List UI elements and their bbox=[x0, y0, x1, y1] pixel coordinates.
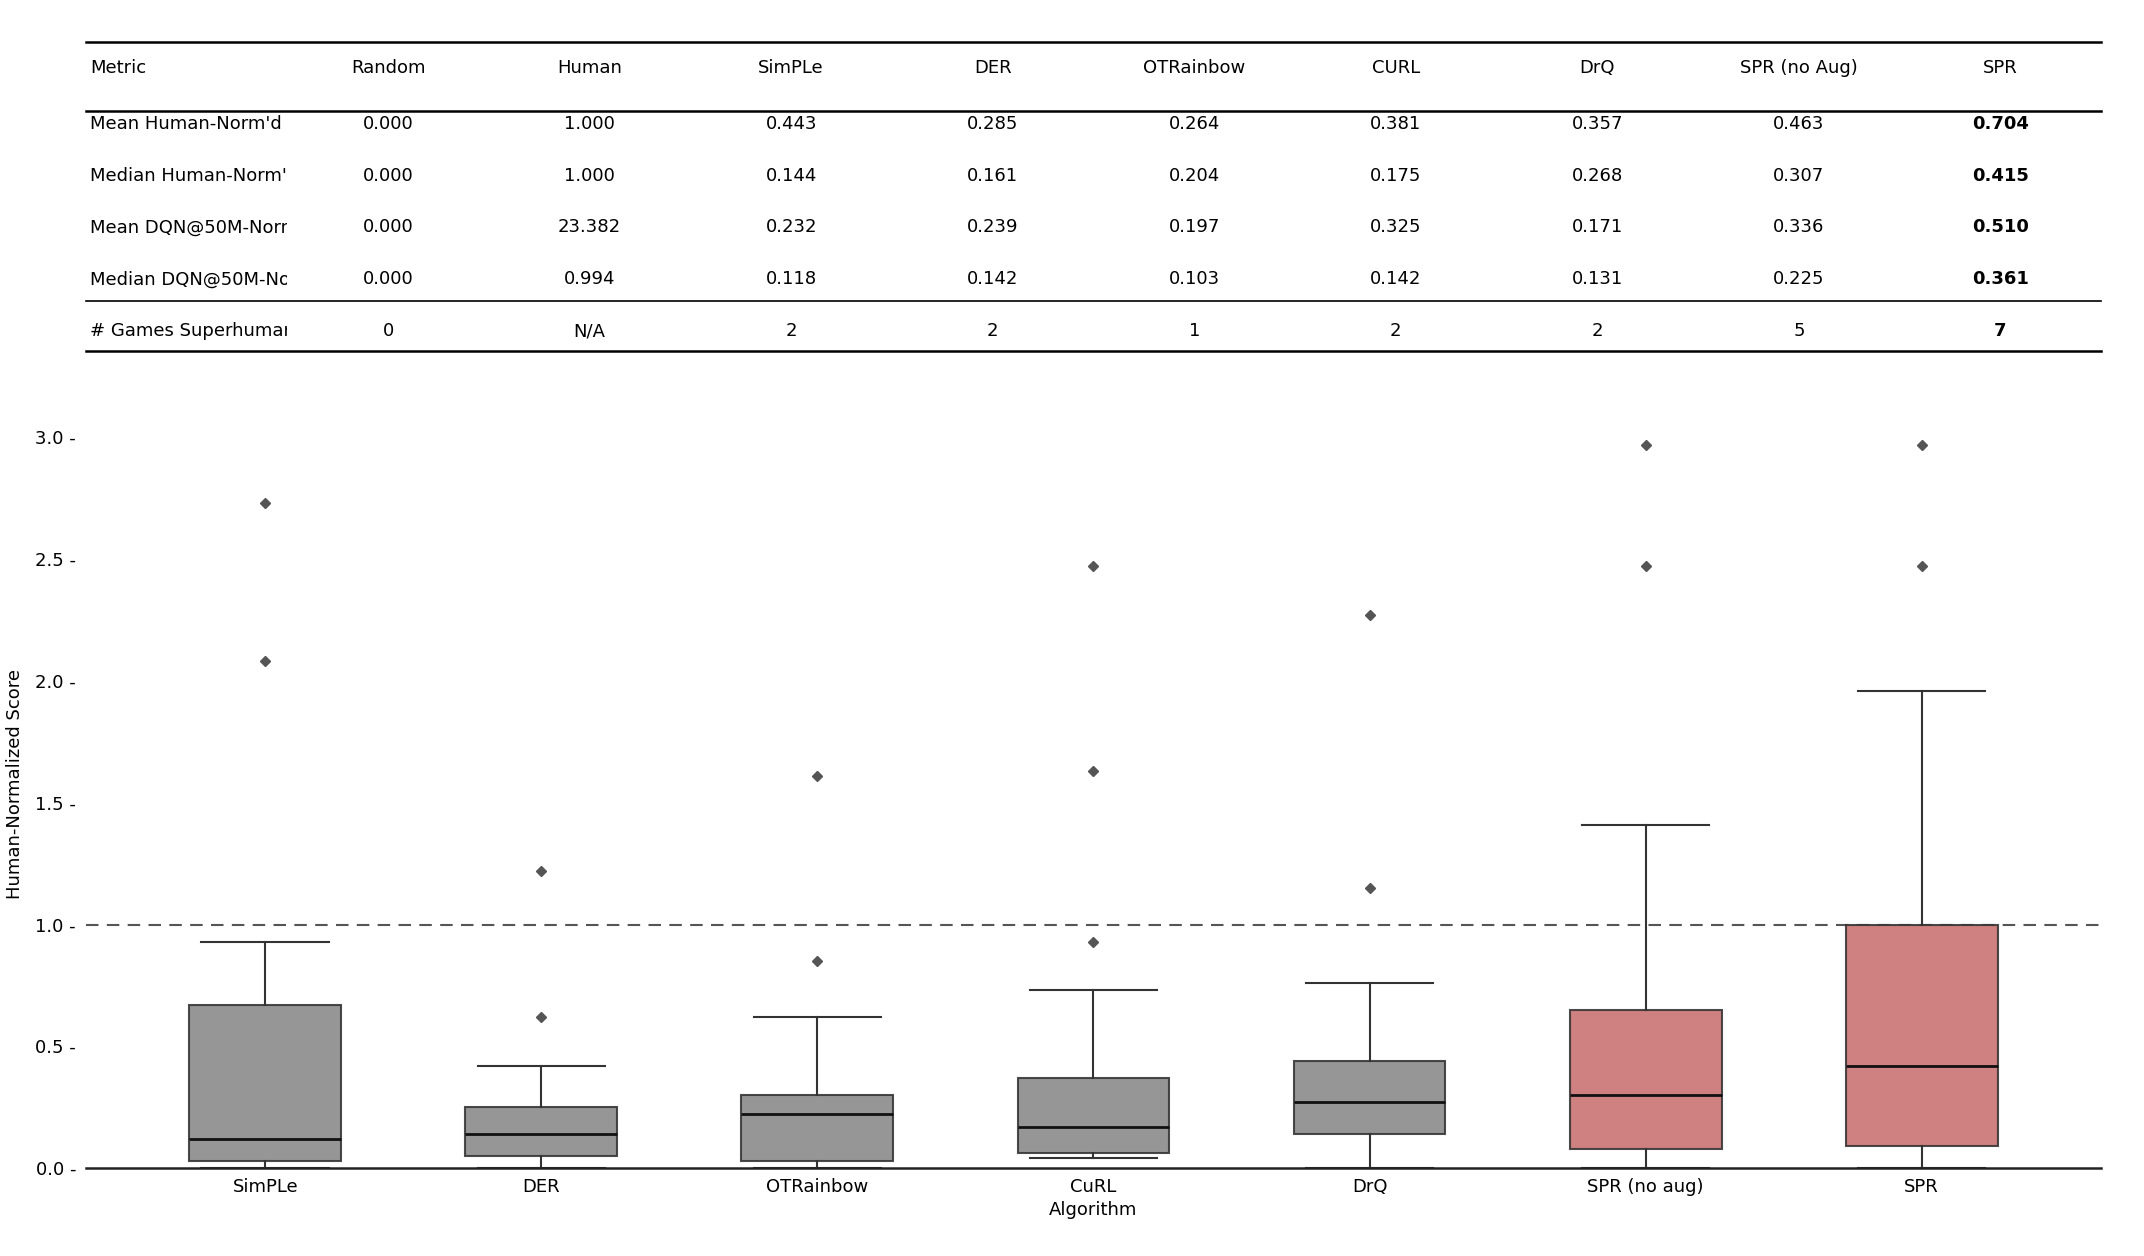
X-axis label: Algorithm: Algorithm bbox=[1048, 1201, 1138, 1220]
Bar bbox=[1846, 924, 1998, 1147]
Bar bbox=[189, 1005, 341, 1161]
Bar bbox=[465, 1108, 617, 1156]
Y-axis label: Human-Normalized Score: Human-Normalized Score bbox=[6, 669, 24, 899]
Bar bbox=[1018, 1078, 1168, 1153]
Bar bbox=[1569, 1010, 1722, 1148]
Bar bbox=[742, 1095, 894, 1161]
Bar bbox=[1293, 1061, 1445, 1134]
